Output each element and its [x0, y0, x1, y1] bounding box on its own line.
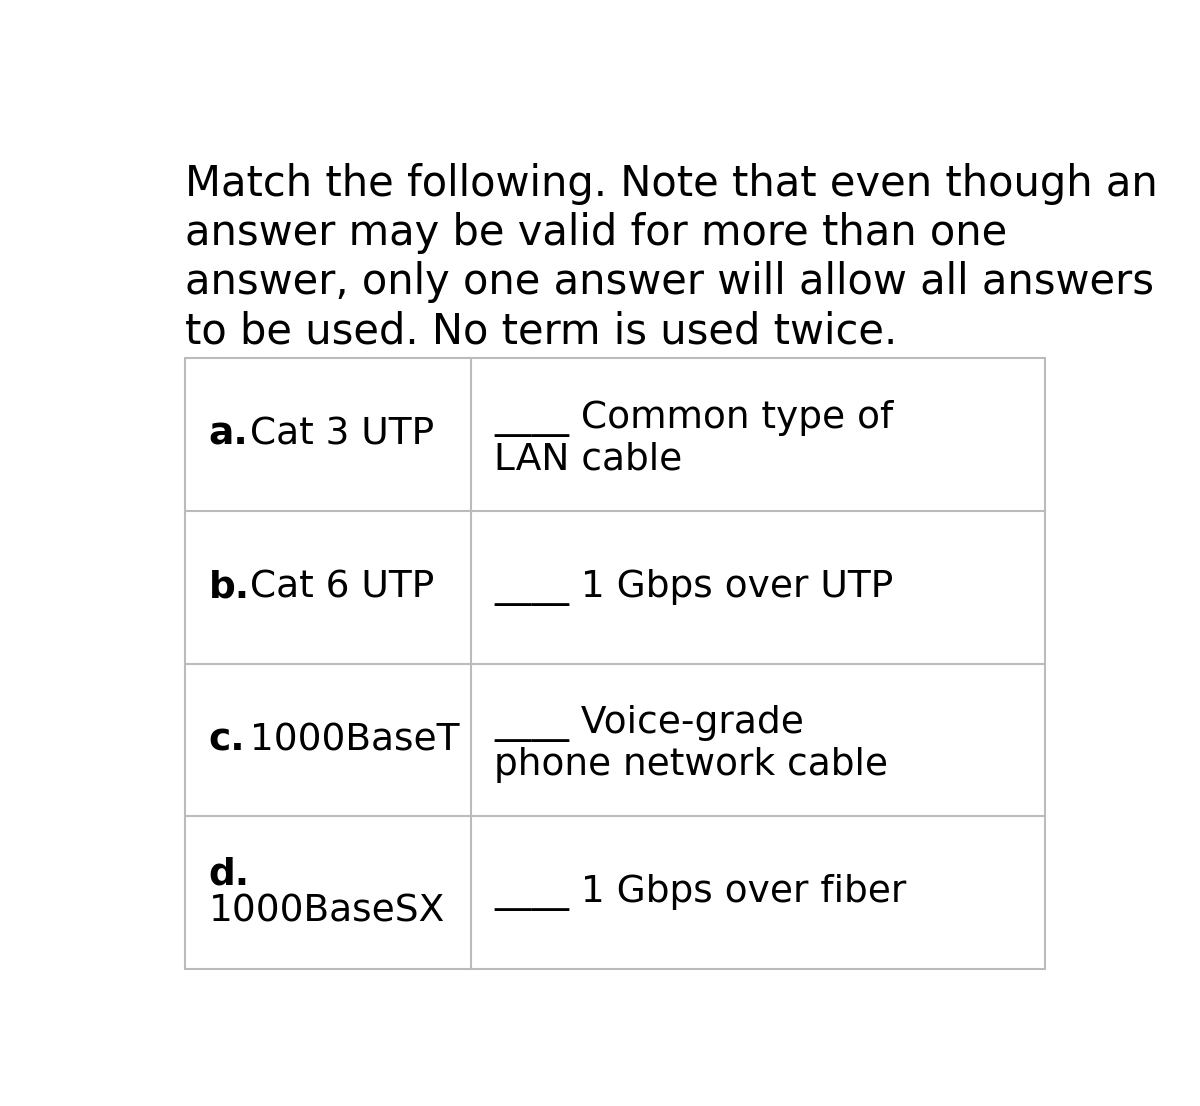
Text: ____ 1 Gbps over fiber: ____ 1 Gbps over fiber	[494, 874, 906, 911]
Text: ____ Common type of: ____ Common type of	[494, 399, 893, 437]
Text: phone network cable: phone network cable	[494, 747, 888, 783]
Text: LAN cable: LAN cable	[494, 441, 683, 478]
Text: ____ Voice-grade: ____ Voice-grade	[494, 705, 804, 742]
Text: d.: d.	[209, 856, 250, 893]
Text: 1000BaseSX: 1000BaseSX	[209, 893, 445, 929]
Bar	[185, 358, 1045, 969]
Text: Cat 3 UTP: Cat 3 UTP	[239, 417, 434, 452]
Text: Cat 6 UTP: Cat 6 UTP	[239, 570, 434, 605]
Text: 1000BaseT: 1000BaseT	[239, 722, 460, 758]
Text: ____ 1 Gbps over UTP: ____ 1 Gbps over UTP	[494, 568, 893, 606]
Text: answer may be valid for more than one: answer may be valid for more than one	[185, 212, 1008, 254]
Text: b.: b.	[209, 570, 250, 605]
Text: Match the following. Note that even though an: Match the following. Note that even thou…	[185, 163, 1158, 205]
Text: a.: a.	[209, 417, 248, 452]
Text: to be used. No term is used twice.: to be used. No term is used twice.	[185, 311, 898, 353]
Text: c.: c.	[209, 722, 245, 758]
Text: answer, only one answer will allow all answers: answer, only one answer will allow all a…	[185, 261, 1154, 303]
